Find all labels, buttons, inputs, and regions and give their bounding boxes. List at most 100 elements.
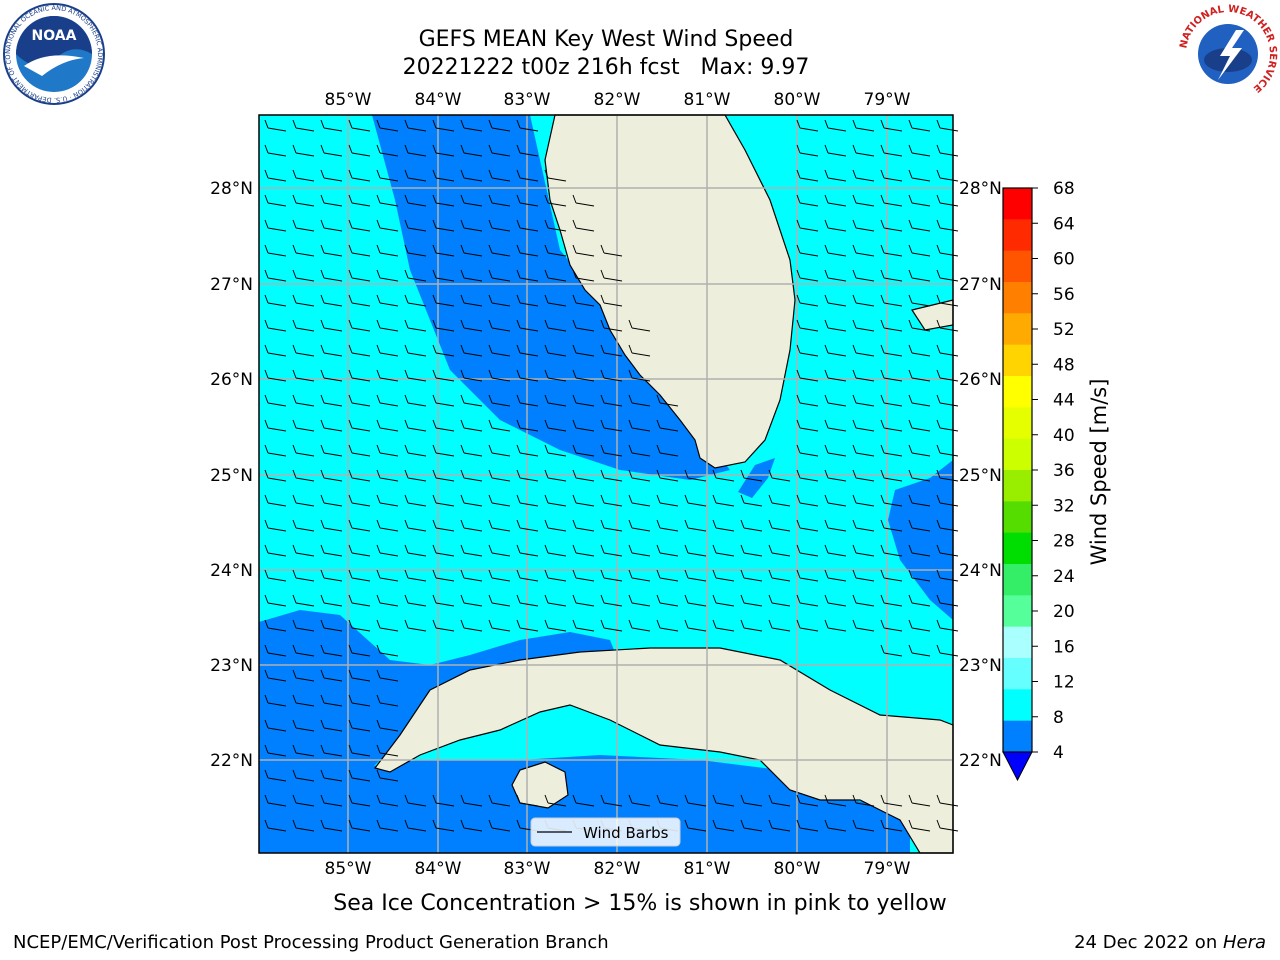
wind-barb — [516, 394, 539, 407]
wind-barb — [796, 419, 819, 432]
wind-barb — [572, 194, 595, 207]
wind-barb — [712, 519, 735, 532]
wind-barb — [936, 144, 959, 157]
wind-barb — [264, 144, 287, 157]
lon-label-top: 79°W — [864, 90, 911, 110]
wind-barb — [264, 819, 287, 832]
wind-barb — [432, 519, 455, 532]
wind-barb — [852, 169, 875, 182]
wind-barb — [264, 519, 287, 532]
wind-barb — [824, 169, 847, 182]
wind-barb — [796, 219, 819, 232]
wind-barb — [460, 469, 483, 482]
wind-barb — [264, 669, 287, 682]
wind-barb — [880, 294, 903, 307]
wind-barb — [404, 269, 427, 282]
wind-barb — [908, 494, 931, 507]
wind-barb — [824, 419, 847, 432]
wind-barb — [320, 419, 343, 432]
wind-barb — [460, 594, 483, 607]
wind-barb — [292, 344, 315, 357]
wind-barb — [292, 369, 315, 382]
wind-barb — [348, 619, 371, 632]
colorbar-tick-label: 64 — [1053, 214, 1075, 234]
wind-barb — [292, 469, 315, 482]
wind-barb — [432, 419, 455, 432]
wind-barb — [348, 819, 371, 832]
wind-barb — [824, 394, 847, 407]
wind-barb — [460, 194, 483, 207]
wind-barb — [460, 119, 483, 132]
wind-barb — [852, 619, 875, 632]
longitude-labels-top: 85°W 84°W 83°W 82°W 81°W 80°W 79°W — [325, 90, 911, 110]
wind-barb — [572, 569, 595, 582]
wind-barb — [432, 444, 455, 457]
wind-barb — [656, 469, 679, 482]
wind-barb — [264, 569, 287, 582]
wind-barb — [880, 394, 903, 407]
wind-barb — [824, 244, 847, 257]
wind-barb — [852, 219, 875, 232]
wind-barb — [264, 544, 287, 557]
wind-barb — [320, 169, 343, 182]
colorbar-swatch — [1003, 219, 1032, 252]
wind-barb — [320, 669, 343, 682]
wind-barb — [516, 494, 539, 507]
wind-barb — [376, 744, 399, 757]
wind-barb — [264, 244, 287, 257]
colorbar-tick-label: 20 — [1053, 602, 1075, 622]
wind-barb — [544, 394, 567, 407]
wind-barb — [824, 544, 847, 557]
wind-barb — [376, 469, 399, 482]
wind-barb — [376, 819, 399, 832]
wind-barb — [544, 444, 567, 457]
wind-barb — [768, 594, 791, 607]
wind-barb — [348, 244, 371, 257]
wind-barb — [320, 294, 343, 307]
wind-barb — [684, 594, 707, 607]
wind-barb — [488, 144, 511, 157]
wind-barb — [432, 569, 455, 582]
wind-barb — [348, 544, 371, 557]
wind-barb — [292, 419, 315, 432]
wind-barb — [376, 244, 399, 257]
lon-label-top: 84°W — [415, 90, 462, 110]
wind-barb — [292, 444, 315, 457]
wind-barb — [796, 369, 819, 382]
wind-barb — [544, 544, 567, 557]
wind-barb — [600, 469, 623, 482]
wind-barb — [348, 469, 371, 482]
wind-barb — [740, 819, 763, 832]
wind-barb — [600, 294, 623, 307]
wind-barb — [376, 344, 399, 357]
wind-barb — [320, 544, 343, 557]
wind-barb — [936, 794, 959, 807]
wind-barb — [460, 444, 483, 457]
wind-barb — [796, 319, 819, 332]
wind-barb — [824, 144, 847, 157]
wind-barb — [656, 519, 679, 532]
lon-label-bottom: 81°W — [684, 859, 731, 879]
wind-barb — [572, 269, 595, 282]
lon-label-bottom: 83°W — [504, 859, 551, 879]
legend-label: Wind Barbs — [583, 824, 669, 842]
wind-barb — [908, 319, 931, 332]
wind-barb — [292, 594, 315, 607]
wind-barb — [796, 544, 819, 557]
wind-barb — [600, 319, 623, 332]
lat-label-left: 27°N — [210, 275, 253, 295]
wind-barb — [684, 819, 707, 832]
wind-barb — [544, 294, 567, 307]
wind-barb — [572, 794, 595, 807]
wind-barb — [292, 144, 315, 157]
wind-barb — [432, 494, 455, 507]
wind-barb — [292, 519, 315, 532]
wind-barb — [432, 119, 455, 132]
wind-barb — [712, 794, 735, 807]
wind-barb — [348, 594, 371, 607]
wind-barb — [880, 344, 903, 357]
wind-barb — [404, 394, 427, 407]
wind-barb — [796, 594, 819, 607]
wind-barb — [936, 644, 959, 657]
wind-barb — [684, 519, 707, 532]
